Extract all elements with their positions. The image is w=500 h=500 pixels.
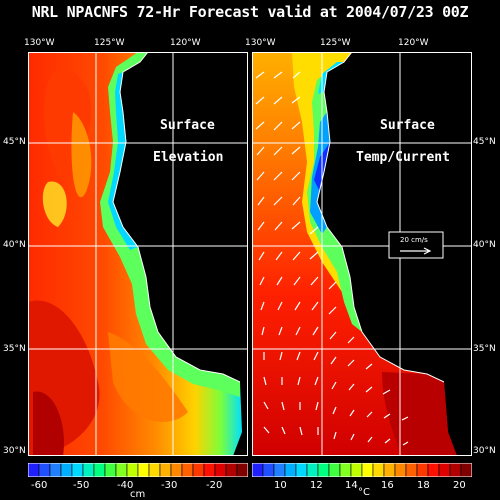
right-lat-label-40: 40°N <box>473 240 496 250</box>
temperature-tick-label: 14 <box>345 480 358 491</box>
elevation-tick-label: -30 <box>161 480 178 491</box>
temperature-field <box>252 52 457 456</box>
right-lat-label-30: 30°N <box>473 446 496 456</box>
elevation-dark-red <box>33 391 64 456</box>
temperature-tick-label: 10 <box>274 480 287 491</box>
left-label-surface: Surface <box>160 118 215 133</box>
map-title: NRL NPACNFS 72-Hr Forecast valid at 2004… <box>31 3 469 21</box>
temperature-tick-label: 16 <box>381 480 394 491</box>
left-label-elevation: Elevation <box>153 150 224 165</box>
temperature-hot-south <box>382 372 457 456</box>
vector-scale-box <box>388 231 444 259</box>
temperature-tick-label: 20 <box>453 480 466 491</box>
elevation-coastal-band <box>100 52 240 397</box>
elevation-colorbar <box>28 463 248 477</box>
right-lon-label-130: 130°W <box>245 38 276 48</box>
temperature-unit-label: °C <box>358 487 370 498</box>
elevation-tick-label: -50 <box>73 480 90 491</box>
temperature-colorbar <box>252 463 472 477</box>
left-lat-label-35: 35°N <box>3 344 26 354</box>
right-lon-label-125: 125°W <box>320 38 351 48</box>
temperature-tick-label: 18 <box>417 480 430 491</box>
right-lon-label-120: 120°W <box>398 38 429 48</box>
graticule <box>28 52 248 456</box>
elevation-yellow-patch <box>42 181 67 227</box>
elevation-tick-label: -20 <box>206 480 223 491</box>
surface-elevation-map <box>28 52 248 456</box>
left-lon-label-130: 130°W <box>24 38 55 48</box>
right-panel-frame <box>252 52 472 456</box>
elevation-unit-label: cm <box>130 489 146 500</box>
left-lon-label-125: 125°W <box>94 38 125 48</box>
left-lat-label-40: 40°N <box>3 240 26 250</box>
left-lon-label-120: 120°W <box>170 38 201 48</box>
vector-scale-arrow <box>400 247 432 255</box>
elevation-tick-label: -40 <box>117 480 134 491</box>
left-lat-label-45: 45°N <box>3 137 26 147</box>
right-lat-label-35: 35°N <box>473 344 496 354</box>
elevation-tick-label: -60 <box>31 480 48 491</box>
right-lat-label-45: 45°N <box>473 137 496 147</box>
elevation-orange-band <box>71 112 92 198</box>
current-vectors <box>255 71 409 446</box>
surface-temp-current-map <box>252 52 472 456</box>
vector-scale-label: 20 cm/s <box>400 236 428 244</box>
coastline <box>112 52 241 383</box>
right-label-surface: Surface <box>380 118 435 133</box>
left-panel-frame <box>28 52 248 456</box>
right-label-temp-current: Temp/Current <box>356 150 450 165</box>
left-lat-label-30: 30°N <box>3 446 26 456</box>
temperature-tick-label: 12 <box>310 480 323 491</box>
elevation-orange-south <box>108 332 188 422</box>
coastline <box>316 52 445 383</box>
